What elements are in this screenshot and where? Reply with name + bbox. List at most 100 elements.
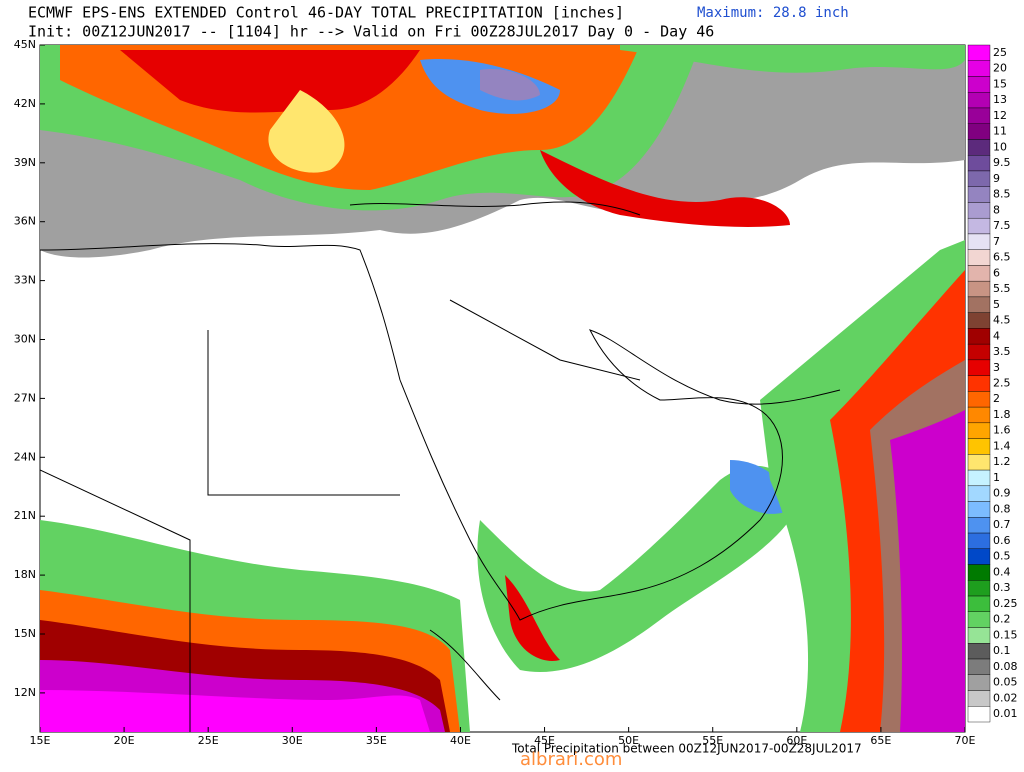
colorbar-label: 0.6 xyxy=(993,534,1011,547)
colorbar-label: 4 xyxy=(993,329,1000,342)
colorbar-swatch xyxy=(967,517,991,534)
colorbar-label: 9 xyxy=(993,172,1000,185)
colorbar-label: 9.5 xyxy=(993,156,1011,169)
map: 45N 42N 39N 36N 33N 30N 27N 24N 21N 18N 15N 12N 15E… xyxy=(14,38,976,747)
colorbar-swatch xyxy=(967,359,991,376)
colorbar-label: 12 xyxy=(993,109,1007,122)
longitude-label: 40E xyxy=(450,734,471,747)
colorbar-swatch xyxy=(967,343,991,361)
precip-field xyxy=(40,45,965,732)
colorbar-label: 1.4 xyxy=(993,439,1011,452)
colorbar-swatch xyxy=(967,328,991,345)
colorbar-label: 4.5 xyxy=(993,314,1011,327)
colorbar-swatch xyxy=(967,155,991,172)
coastlines xyxy=(40,201,841,732)
longitude-axis: 15E 20E 25E 30E 35E 40E 45E 50E 55E 60E 65E 70E xyxy=(30,727,976,747)
colorbar-swatch xyxy=(967,564,991,581)
colorbar-swatch xyxy=(967,643,991,660)
colorbar-label: 0.08 xyxy=(993,660,1018,673)
colorbar-label: 1.8 xyxy=(993,408,1011,421)
longitude-label: 65E xyxy=(870,734,891,747)
longitude-label: 60E xyxy=(786,734,807,747)
colorbar-swatch xyxy=(967,690,991,707)
colorbar-label: 7.5 xyxy=(993,219,1011,232)
colorbar-label: 0.15 xyxy=(993,628,1018,641)
colorbar-label: 0.5 xyxy=(993,550,1011,563)
colorbar-swatch xyxy=(967,454,991,471)
colorbar-swatch xyxy=(967,265,991,282)
colorbar-swatch xyxy=(967,170,991,187)
colorbar-label: 0.7 xyxy=(993,518,1011,531)
colorbar-label: 20 xyxy=(993,62,1007,75)
latitude-label: 42N xyxy=(14,97,36,110)
longitude-label: 70E xyxy=(955,734,976,747)
colorbar-swatch xyxy=(967,548,991,565)
latitude-label: 33N xyxy=(14,274,36,287)
colorbar-label: 0.4 xyxy=(993,565,1011,578)
colorbar-label: 6.5 xyxy=(993,251,1011,264)
colorbar-label: 8 xyxy=(993,203,1000,216)
colorbar-swatch xyxy=(967,674,991,691)
colorbar-label: 0.01 xyxy=(993,707,1018,720)
colorbar-label: 8.5 xyxy=(993,188,1011,201)
longitude-label: 20E xyxy=(114,734,135,747)
latitude-label: 39N xyxy=(14,156,36,169)
colorbar-label: 0.25 xyxy=(993,597,1018,610)
colorbar-swatch xyxy=(967,186,991,203)
header-line1: ECMWF EPS-ENS EXTENDED Control 46-DAY TO… xyxy=(28,4,624,22)
colorbar-swatch xyxy=(967,312,991,329)
colorbar-label: 15 xyxy=(993,77,1007,90)
colorbar-label: 0.02 xyxy=(993,691,1018,704)
maximum-label: Maximum: 28.8 inch xyxy=(697,5,849,21)
colorbar-swatch xyxy=(967,706,991,723)
longitude-label: 25E xyxy=(198,734,219,747)
latitude-label: 24N xyxy=(14,450,36,463)
colorbar-swatch xyxy=(967,485,991,502)
colorbar-swatch xyxy=(967,501,991,518)
colorbar-swatch xyxy=(967,202,991,219)
longitude-label: 45E xyxy=(534,734,555,747)
colorbar-label: 13 xyxy=(993,93,1007,106)
latitude-label: 12N xyxy=(14,686,36,699)
latitude-label: 21N xyxy=(14,509,36,522)
colorbar-swatch xyxy=(967,139,991,156)
colorbar-swatch xyxy=(967,580,991,597)
longitude-label: 55E xyxy=(702,734,723,747)
colorbar-swatch xyxy=(967,406,991,424)
colorbar-label: 6 xyxy=(993,266,1000,279)
colorbar-label: 0.2 xyxy=(993,613,1011,626)
watermark: albrari.com xyxy=(520,749,622,768)
colorbar-label: 1 xyxy=(993,471,1000,484)
colorbar-label: 0.1 xyxy=(993,644,1011,657)
colorbar-label: 0.3 xyxy=(993,581,1011,594)
longitude-label: 30E xyxy=(282,734,303,747)
colorbar-label: 0.9 xyxy=(993,487,1011,500)
colorbar-label: 11 xyxy=(993,125,1007,138)
colorbar-swatch xyxy=(967,611,991,628)
colorbar-swatch xyxy=(967,438,991,455)
latitude-label: 27N xyxy=(14,391,36,404)
colorbar-swatch xyxy=(967,532,991,550)
colorbar-swatch xyxy=(967,627,991,644)
colorbar-label: 5.5 xyxy=(993,282,1011,295)
colorbar-swatch xyxy=(967,76,991,93)
latitude-label: 45N xyxy=(14,38,36,51)
colorbar-label: 0.05 xyxy=(993,676,1018,689)
colorbar-swatch xyxy=(967,44,991,61)
colorbar-label: 5 xyxy=(993,298,1000,311)
colorbar-swatch xyxy=(967,217,991,235)
colorbar-swatch xyxy=(967,60,991,77)
latitude-label: 18N xyxy=(14,568,36,581)
colorbar-swatch xyxy=(967,123,991,140)
latitude-label: 36N xyxy=(14,215,36,228)
colorbar-label: 2.5 xyxy=(993,377,1011,390)
latitude-label: 30N xyxy=(14,333,36,346)
colorbar-swatch xyxy=(967,233,991,250)
colorbar-swatch xyxy=(967,595,991,612)
colorbar-label: 1.2 xyxy=(993,455,1011,468)
latitude-axis: 45N 42N 39N 36N 33N 30N 27N 24N 21N 18N 15N 12N xyxy=(14,38,45,699)
colorbar-swatch xyxy=(967,296,991,313)
colorbar-swatch xyxy=(967,658,991,675)
